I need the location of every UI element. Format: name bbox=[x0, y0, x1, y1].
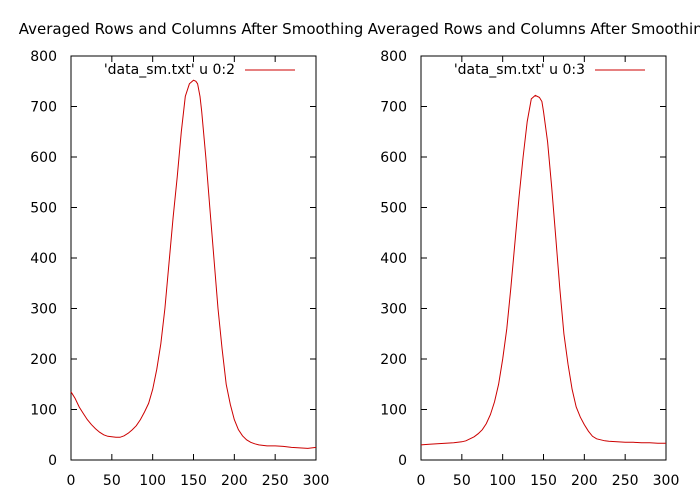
left-ytick-label: 600 bbox=[30, 150, 57, 166]
left-plot-legend: 'data_sm.txt' u 0:2 bbox=[104, 62, 295, 78]
right-xtick-label: 250 bbox=[612, 473, 639, 489]
left-xtick-label: 50 bbox=[103, 473, 121, 489]
right-xtick-label: 0 bbox=[417, 473, 426, 489]
right-ytick-label: 0 bbox=[398, 453, 407, 469]
right-xtick-label: 200 bbox=[571, 473, 598, 489]
left-xtick-label: 250 bbox=[262, 473, 289, 489]
right-xtick-label: 300 bbox=[653, 473, 680, 489]
left-ytick-label: 700 bbox=[30, 100, 57, 116]
left-plot-frame bbox=[70, 55, 317, 461]
left-ytick-label: 500 bbox=[30, 201, 57, 217]
left-ytick-label: 300 bbox=[30, 302, 57, 318]
left-xtick-label: 300 bbox=[303, 473, 330, 489]
left-ytick-label: 800 bbox=[30, 49, 57, 65]
right-ytick-label: 800 bbox=[380, 49, 407, 65]
right-series-line bbox=[420, 94, 666, 446]
left-xtick-label: 100 bbox=[139, 473, 166, 489]
left-legend-label: 'data_sm.txt' u 0:2 bbox=[104, 62, 235, 78]
right-ytick-label: 200 bbox=[380, 352, 407, 368]
right-xtick-label: 150 bbox=[530, 473, 557, 489]
left-ytick-label: 400 bbox=[30, 251, 57, 267]
right-ytick-label: 100 bbox=[380, 403, 407, 419]
right-plot-axes: 0 100 200 300 400 500 600 700 800 0 50 100 150 200 250… bbox=[380, 49, 679, 489]
left-xtick-label: 0 bbox=[67, 473, 76, 489]
right-plot-title: Averaged Rows and Columns After Smoothin… bbox=[368, 20, 700, 38]
left-plot-axes: 0 100 200 300 400 500 600 700 800 0 50 100 150 200 250… bbox=[30, 49, 329, 489]
right-plot-frame bbox=[420, 55, 667, 461]
right-ytick-label: 300 bbox=[380, 302, 407, 318]
left-ytick-label: 0 bbox=[48, 453, 57, 469]
left-plot-panel: Averaged Rows and Columns After Smoothin… bbox=[19, 20, 364, 489]
left-ytick-label: 100 bbox=[30, 403, 57, 419]
left-series-line bbox=[70, 79, 317, 449]
right-legend-label: 'data_sm.txt' u 0:3 bbox=[454, 62, 585, 78]
right-ytick-label: 400 bbox=[380, 251, 407, 267]
right-xtick-label: 100 bbox=[489, 473, 516, 489]
right-plot-series bbox=[420, 94, 666, 446]
right-ytick-label: 700 bbox=[380, 100, 407, 116]
left-ytick-label: 200 bbox=[30, 352, 57, 368]
left-plot-series bbox=[70, 79, 317, 449]
right-ytick-label: 500 bbox=[380, 201, 407, 217]
left-xtick-label: 150 bbox=[180, 473, 207, 489]
right-ytick-label: 600 bbox=[380, 150, 407, 166]
left-xtick-label: 200 bbox=[221, 473, 248, 489]
left-plot-title: Averaged Rows and Columns After Smoothin… bbox=[19, 20, 364, 38]
right-plot-panel: Averaged Rows and Columns After Smoothin… bbox=[368, 20, 700, 489]
right-plot-legend: 'data_sm.txt' u 0:3 bbox=[454, 62, 645, 78]
right-xtick-label: 50 bbox=[453, 473, 471, 489]
